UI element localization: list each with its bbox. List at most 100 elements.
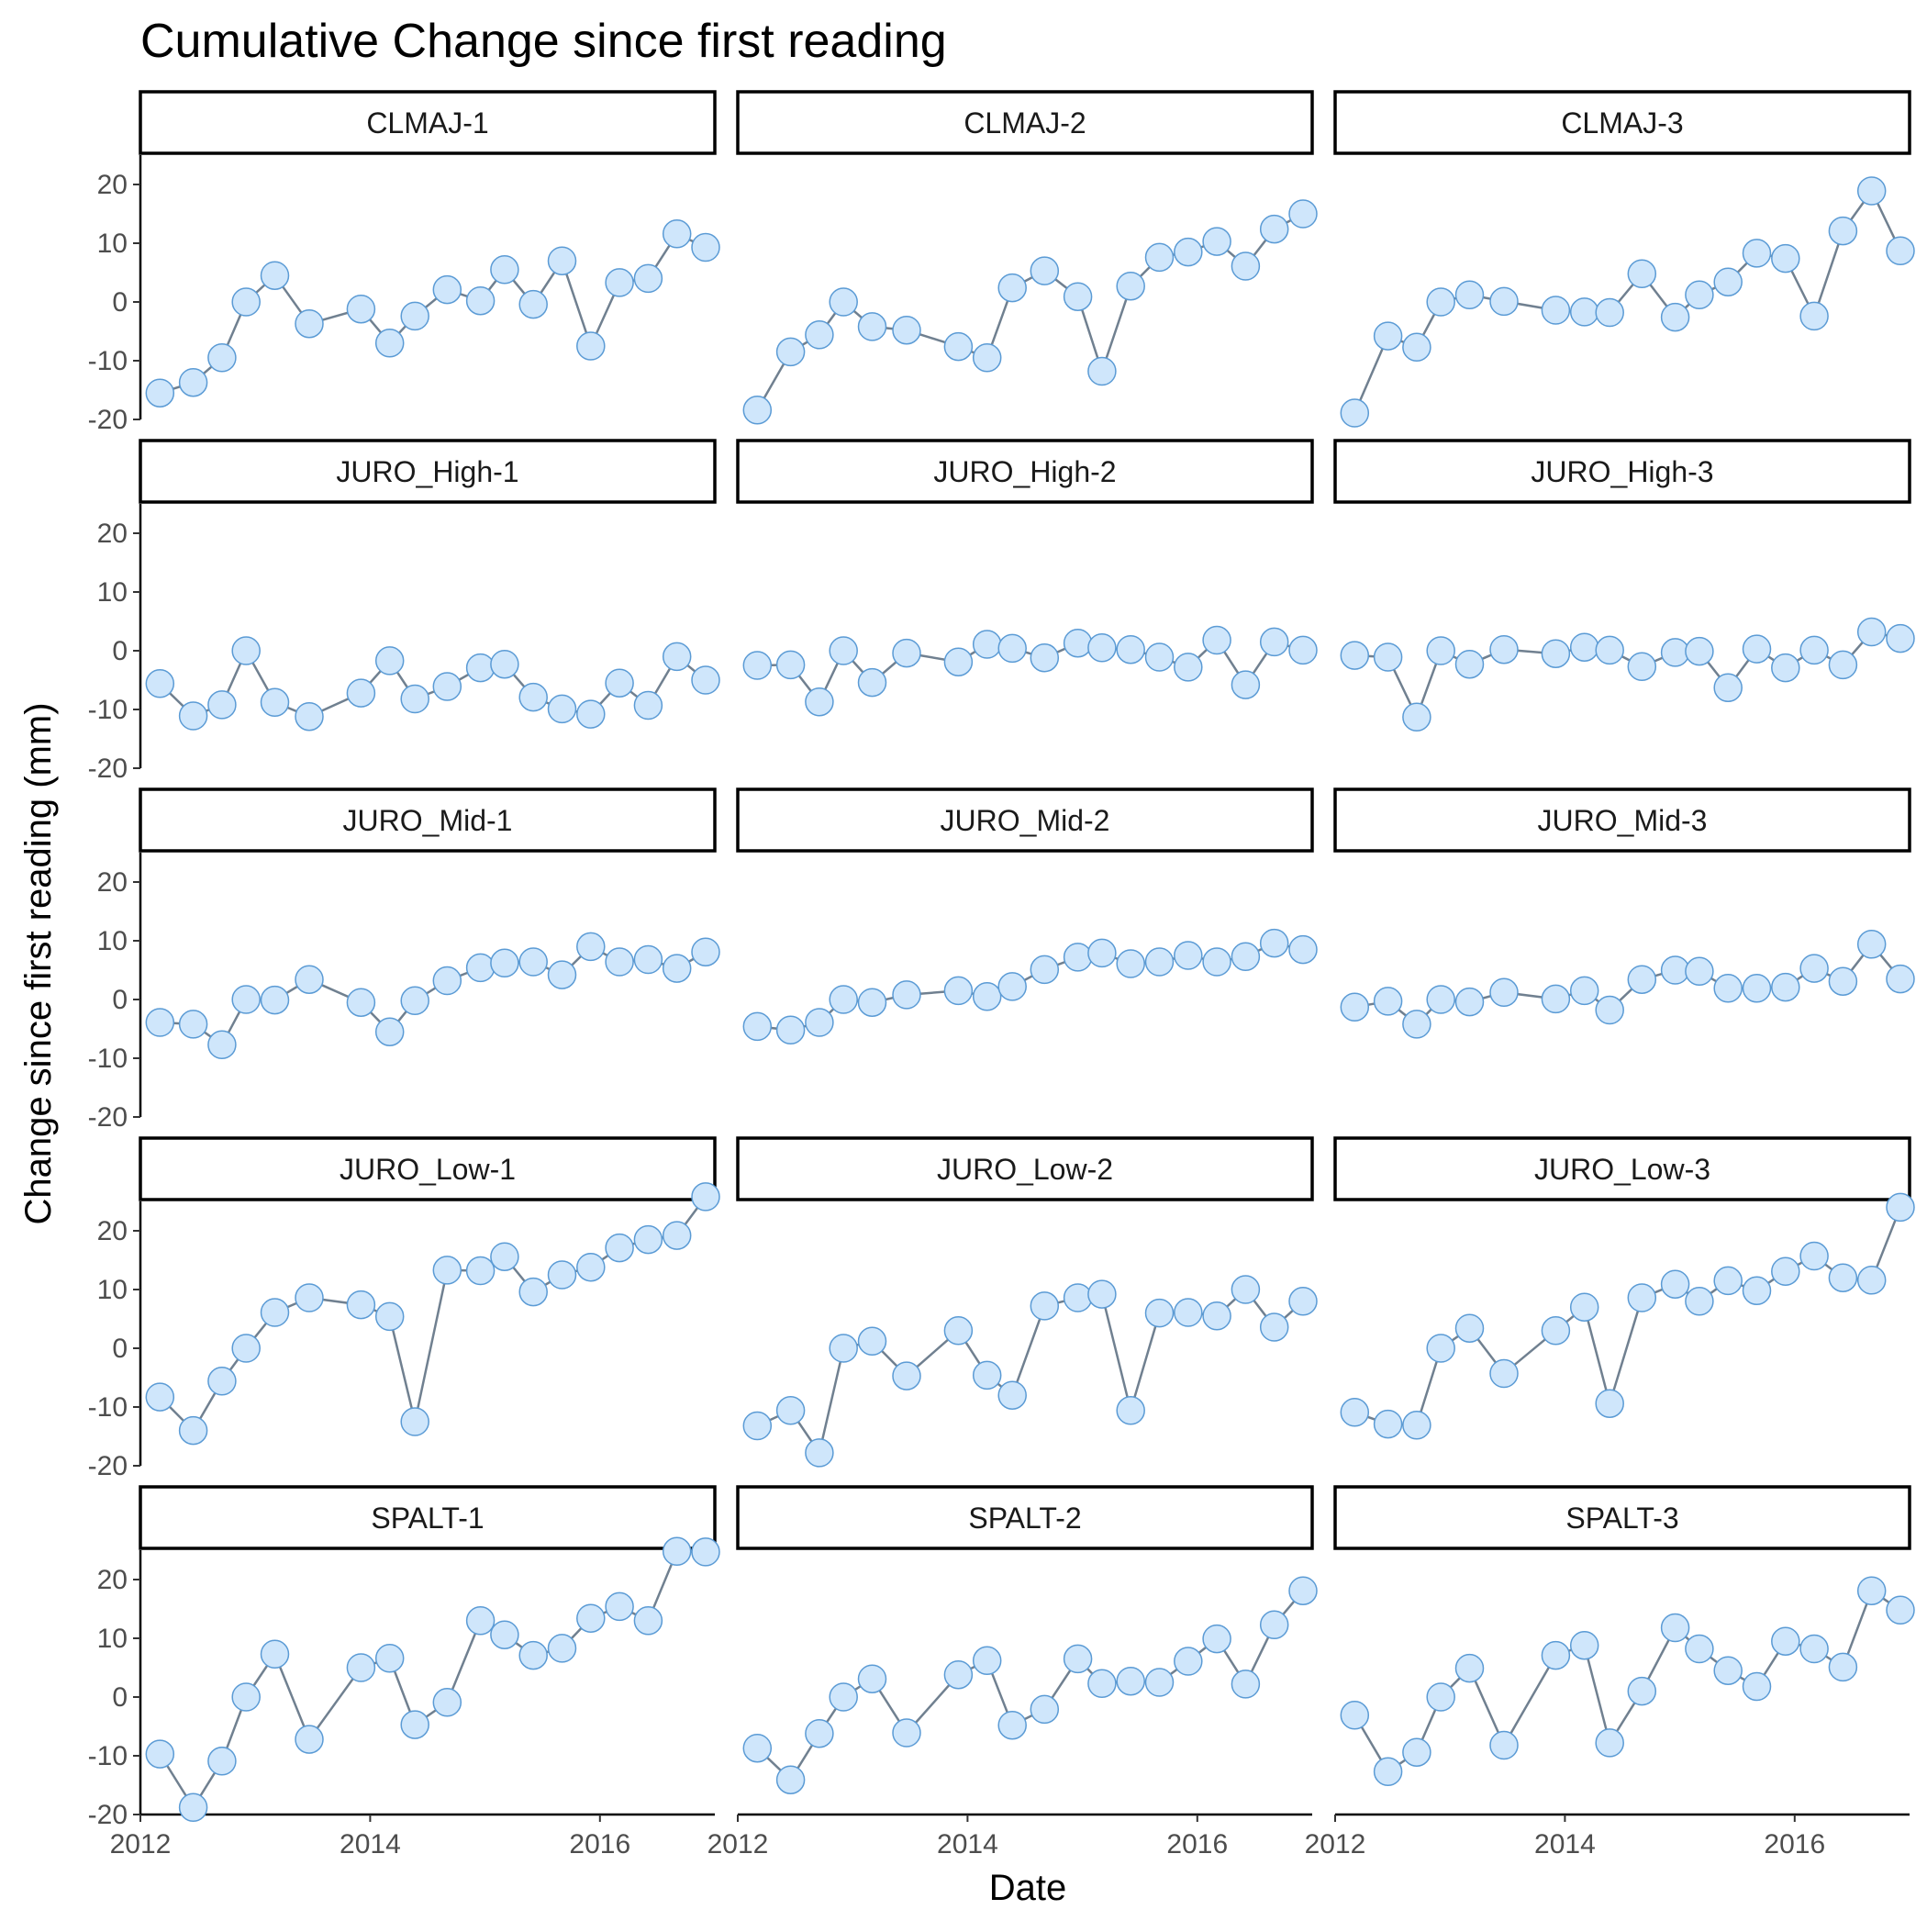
facet-strip (736, 787, 1314, 853)
data-point (518, 1640, 548, 1670)
data-point (1030, 1291, 1060, 1321)
data-point (1541, 1640, 1571, 1670)
y-tick-label: 20 (97, 1216, 128, 1246)
data-point (260, 1639, 290, 1670)
facet-strip (736, 1136, 1314, 1201)
data-point (1087, 1279, 1117, 1309)
data-point (1799, 954, 1829, 983)
data-point (1231, 942, 1261, 972)
data-point (374, 1644, 405, 1673)
data-point (775, 1015, 806, 1045)
data-point (1288, 1287, 1318, 1316)
data-point (1713, 267, 1743, 296)
data-point (1373, 321, 1403, 351)
data-point (1402, 702, 1431, 732)
data-point (374, 329, 405, 358)
data-point (1627, 1676, 1657, 1706)
data-point (1259, 1610, 1289, 1640)
facet-panel: CLMAJ-3 (1333, 90, 1915, 428)
data-point (1087, 633, 1117, 663)
data-point (1886, 236, 1915, 266)
data-point (1288, 635, 1318, 665)
data-point (576, 331, 606, 361)
data-point (576, 932, 606, 962)
data-point (1426, 985, 1455, 1014)
facet-strip-label: CLMAJ-1 (366, 106, 488, 140)
data-point (1771, 1626, 1800, 1656)
facet-strip (1333, 1136, 1911, 1201)
data-point (178, 1792, 208, 1823)
data-point (1231, 670, 1261, 699)
data-point (1799, 1241, 1829, 1271)
data-point (1660, 638, 1690, 667)
data-point (1340, 1701, 1370, 1730)
data-point (465, 1606, 496, 1636)
data-point (432, 274, 462, 305)
data-point (178, 367, 208, 397)
facet-strip-label: SPALT-3 (1565, 1502, 1678, 1535)
data-point (1259, 928, 1289, 958)
data-point (1202, 227, 1231, 256)
data-point (1595, 635, 1624, 665)
data-point (1660, 1269, 1690, 1299)
data-point (1886, 1192, 1915, 1223)
facet-strip-label: JURO_Mid-2 (941, 804, 1110, 837)
data-point (207, 1030, 237, 1060)
y-tick-label: 10 (97, 926, 128, 956)
data-point (605, 947, 634, 977)
data-point (775, 337, 806, 367)
data-point (145, 669, 175, 698)
data-point (662, 642, 692, 672)
x-tick-label: 2014 (340, 1829, 401, 1859)
data-point (1231, 251, 1261, 281)
data-point (829, 1334, 858, 1363)
data-point (260, 687, 290, 718)
facet-strip (139, 787, 717, 853)
data-point (518, 682, 548, 712)
data-point (1713, 974, 1743, 1003)
data-point (1402, 332, 1431, 363)
series-line (1353, 1589, 1901, 1774)
data-point (231, 636, 261, 665)
facet-strip (1333, 90, 1911, 155)
data-point (1454, 987, 1485, 1017)
facet-strip-label: SPALT-2 (968, 1502, 1081, 1535)
data-point (1489, 634, 1519, 664)
data-point (295, 1283, 324, 1312)
facet-panel: JURO_Low-3 (1333, 1136, 1915, 1440)
data-point (1685, 636, 1714, 666)
facet-strip (736, 439, 1314, 504)
data-point (346, 1653, 376, 1682)
data-point (805, 320, 834, 350)
data-point (1660, 955, 1690, 985)
facet-panel: JURO_Mid-3 (1333, 787, 1915, 1039)
data-point (1569, 976, 1599, 1006)
data-point (662, 219, 692, 249)
data-point (260, 985, 290, 1015)
data-point (1627, 259, 1657, 289)
data-point (1202, 1624, 1231, 1654)
data-point (691, 665, 720, 695)
data-point (547, 694, 577, 724)
y-tick-label: 20 (97, 1565, 128, 1595)
data-point (605, 1233, 634, 1263)
data-point (691, 1537, 720, 1567)
data-point (1771, 972, 1800, 1002)
data-point (1144, 1298, 1175, 1328)
data-point (805, 687, 834, 717)
data-point (231, 1682, 261, 1712)
facet-panel: SPALT-2 2012 2014 2016 (707, 1485, 1318, 1859)
data-point (1174, 237, 1203, 267)
y-tick-label: 20 (97, 519, 128, 549)
data-point (1030, 256, 1060, 285)
data-point (1685, 1634, 1714, 1664)
data-point (1288, 199, 1318, 229)
data-point (775, 650, 806, 680)
data-point (1030, 642, 1060, 673)
data-point (1713, 1656, 1743, 1685)
data-point (1489, 1358, 1519, 1389)
data-point (207, 343, 237, 373)
facet-panel: JURO_Mid-1 -20 -10 0 10 20 (88, 787, 720, 1133)
